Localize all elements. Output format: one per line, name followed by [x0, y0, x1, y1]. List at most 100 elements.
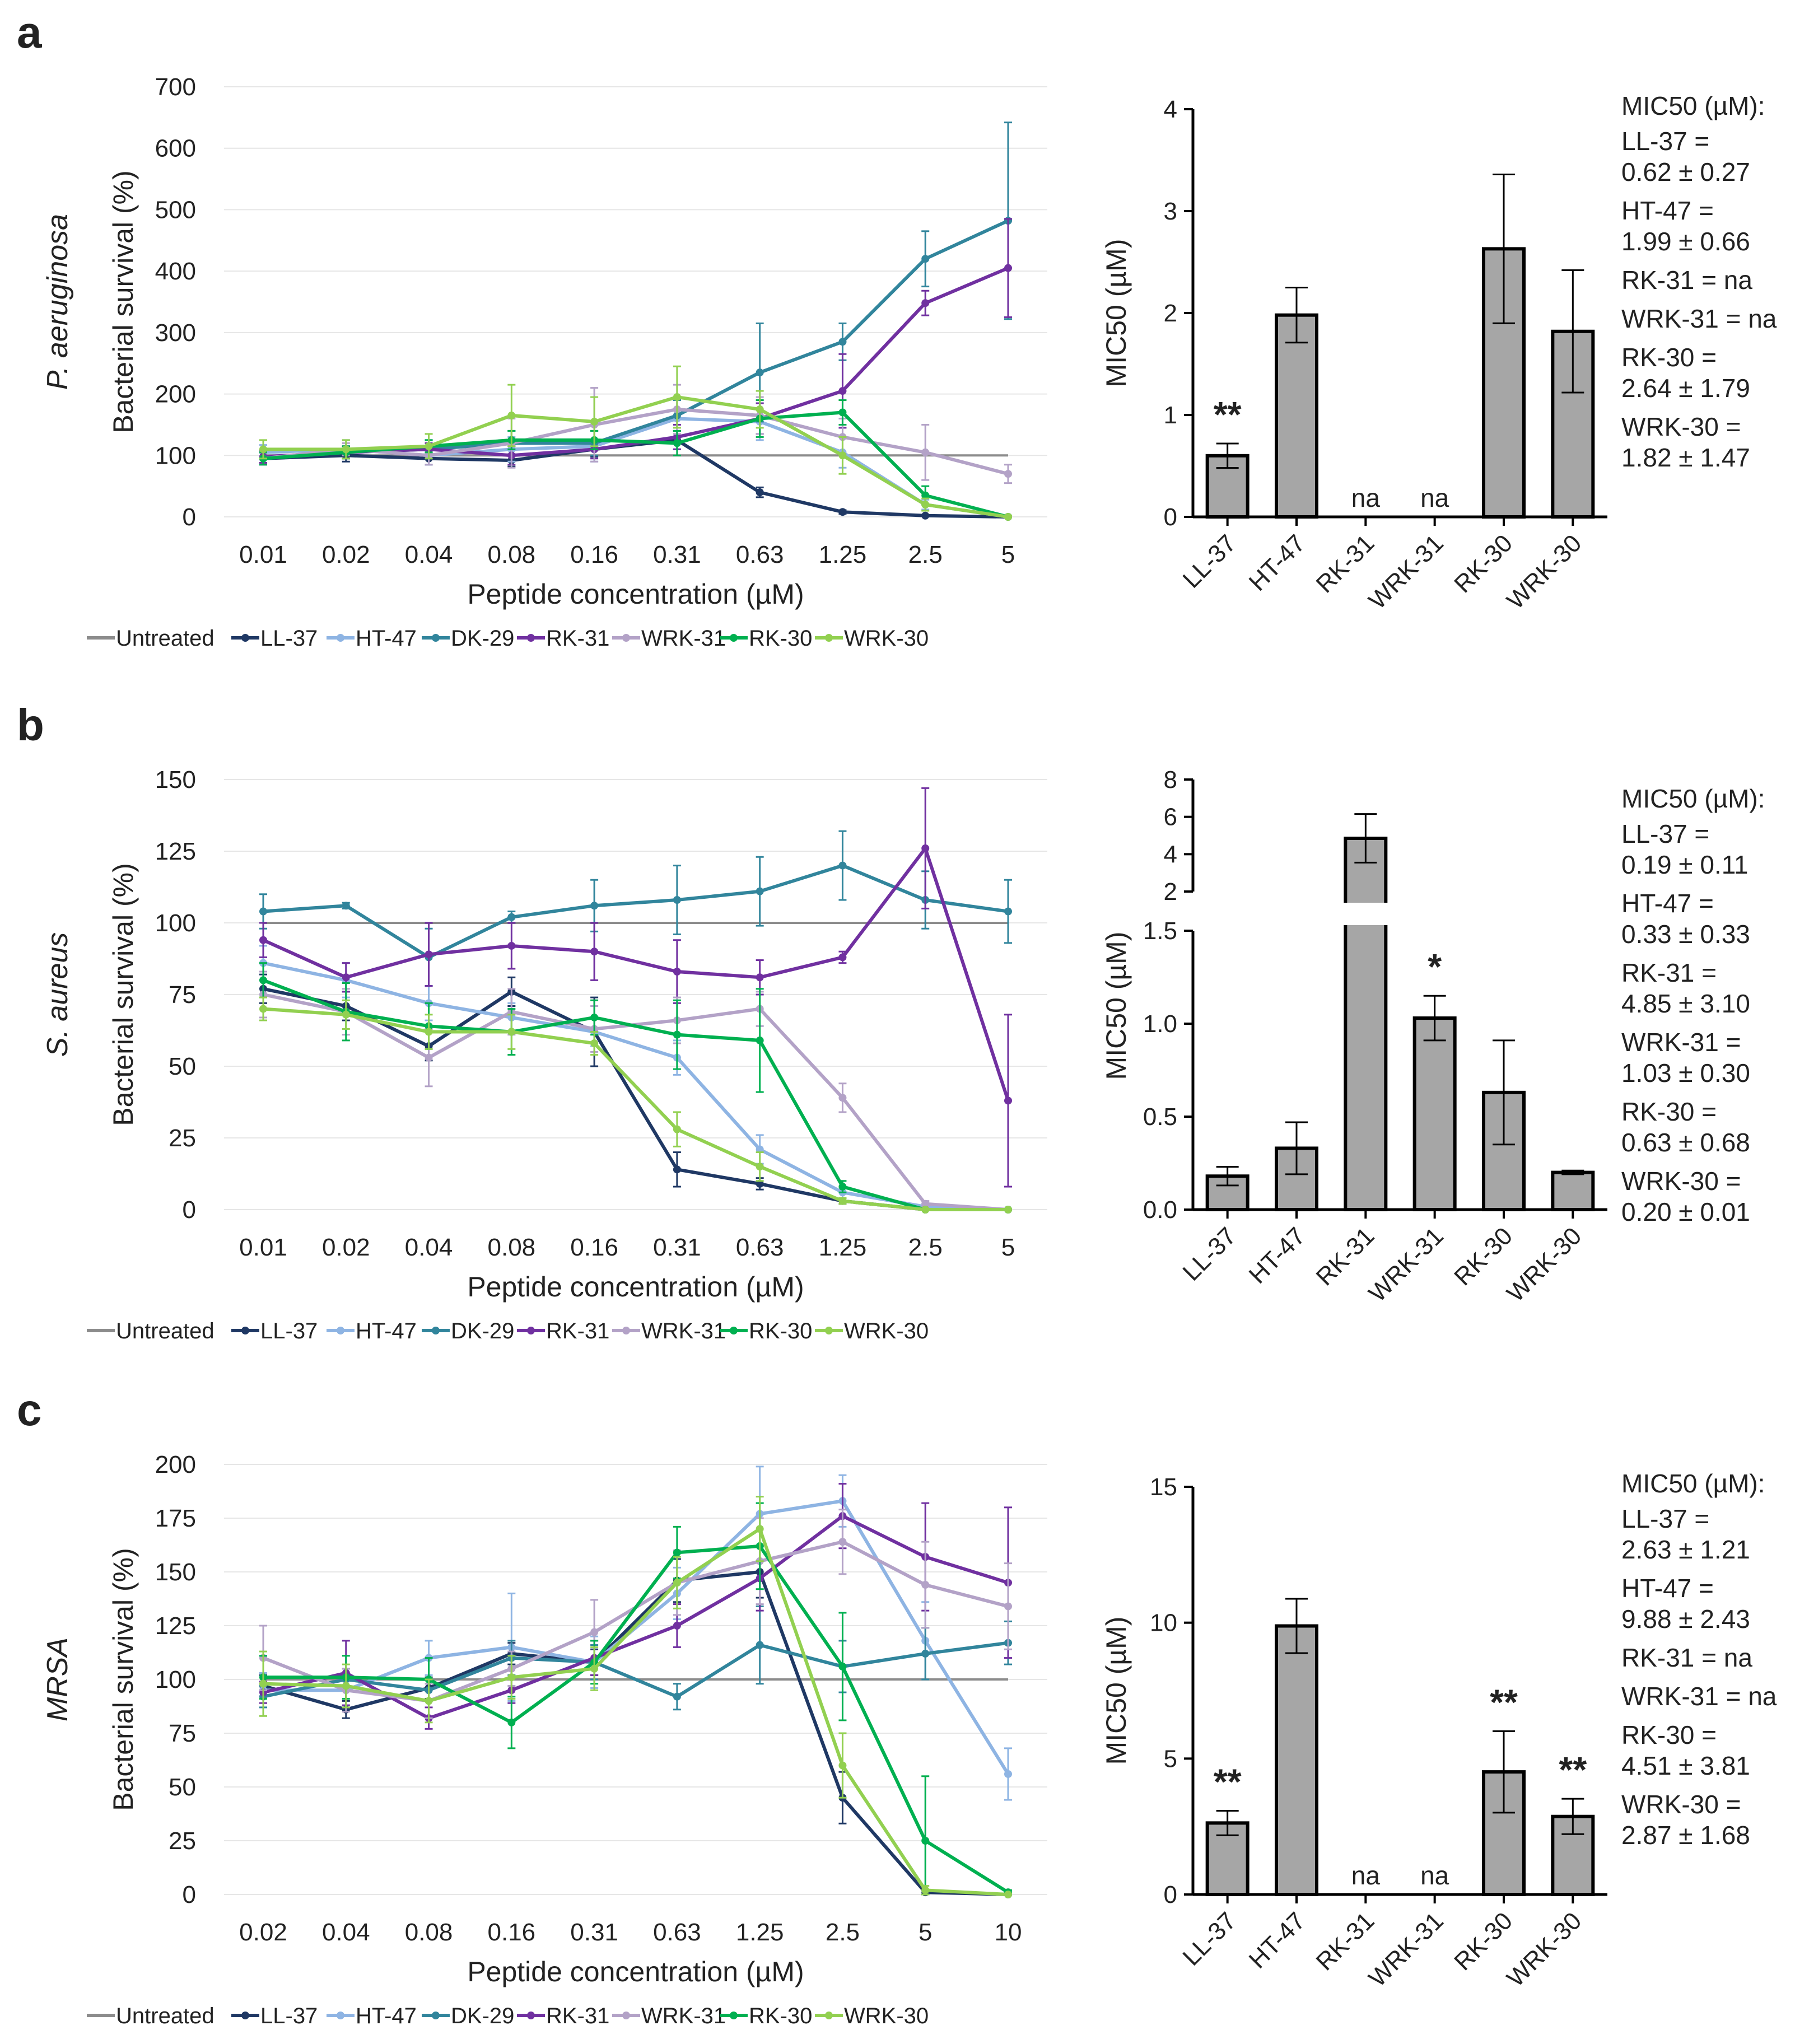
mic50-line: RK-31 = na — [1621, 1643, 1752, 1672]
mic50-line: HT-47 = — [1621, 889, 1714, 918]
y-tick-label: 1 — [1164, 402, 1177, 429]
data-point — [425, 442, 433, 450]
mic50-line: WRK-31 = — [1621, 1028, 1741, 1057]
legend-label: LL-37 — [260, 2004, 318, 2028]
y-tick-label: 0 — [183, 1881, 196, 1908]
bar-category-label: WRK-31 — [1364, 1907, 1449, 1992]
bar-category-label: HT-47 — [1244, 1222, 1311, 1289]
legend-marker — [241, 2012, 249, 2019]
legend-marker — [241, 634, 249, 642]
series-line — [263, 1641, 1009, 1699]
mic50-line: 2.87 ± 1.68 — [1621, 1821, 1750, 1850]
bar — [1551, 1814, 1595, 1897]
data-point — [425, 1697, 433, 1705]
data-point — [921, 501, 930, 509]
y-tick-label: 2 — [1164, 878, 1177, 906]
y-tick-label: 8 — [1164, 766, 1177, 794]
data-point — [838, 1197, 847, 1205]
x-tick-label: 0.01 — [239, 1234, 287, 1261]
y-tick-label: 150 — [155, 766, 196, 794]
data-point — [756, 1641, 764, 1649]
x-axis-label: Peptide concentration (µM) — [467, 1271, 804, 1303]
y-tick-label: 0 — [1164, 1881, 1177, 1908]
legend: Untreated LL-37 HT-47 DK-29 RK-31 WRK-31 RK-30… — [87, 1319, 929, 1343]
legend-marker — [825, 1327, 833, 1334]
significance-star: ** — [1214, 1762, 1242, 1802]
y-tick-label: 25 — [169, 1827, 196, 1855]
series-HT-47 — [259, 945, 1012, 1214]
legend-label: RK-30 — [749, 1319, 812, 1343]
mic50-line: WRK-31 = na — [1621, 1682, 1777, 1711]
data-point — [756, 1525, 764, 1533]
x-tick-label: 2.5 — [908, 1234, 943, 1261]
legend-marker — [337, 2012, 344, 2019]
mic50-bar-chart: 0 5 10 15 MIC50 (µM) ** LL-37 HT-47 na RK-31 na WRK… — [1101, 1473, 1607, 1992]
y-tick-label: 15 — [1150, 1473, 1177, 1501]
y-tick-label: 600 — [155, 135, 196, 162]
data-point — [838, 408, 847, 417]
series-WRK-30 — [259, 1496, 1012, 1898]
y-tick-label: 0 — [183, 1196, 196, 1224]
mic50-line: 0.19 ± 0.11 — [1621, 850, 1748, 879]
mic50-line: RK-30 = — [1621, 1720, 1717, 1749]
series-WRK-30 — [259, 996, 1012, 1214]
data-point — [838, 338, 847, 346]
legend-label: HT-47 — [356, 2004, 417, 2028]
data-point — [1004, 1206, 1012, 1214]
y-tick-label: 1.5 — [1143, 917, 1177, 945]
data-point — [342, 445, 350, 454]
data-point — [756, 973, 764, 982]
panel-label: b — [17, 700, 44, 750]
bar-category-label: HT-47 — [1244, 1907, 1311, 1973]
x-axis-label: Peptide concentration (µM) — [467, 578, 804, 610]
mic50-title: MIC50 (µM): — [1621, 784, 1765, 813]
data-point — [838, 1662, 847, 1670]
organism-label: S. aureus — [41, 932, 74, 1057]
data-point — [590, 1039, 599, 1048]
y-tick-label: 0 — [1164, 503, 1177, 531]
x-tick-label: 1.25 — [819, 1234, 867, 1261]
data-point — [921, 511, 930, 520]
bar — [1205, 1821, 1249, 1897]
legend: Untreated LL-37 HT-47 DK-29 RK-31 WRK-31 RK-30… — [87, 2004, 929, 2028]
data-point — [921, 1206, 930, 1214]
data-point — [342, 1682, 350, 1690]
y-tick-label: 0.0 — [1143, 1196, 1177, 1224]
mic50-line: 1.82 ± 1.47 — [1621, 443, 1750, 472]
bar-category-label: WRK-31 — [1364, 1222, 1449, 1307]
data-point — [1004, 470, 1012, 478]
x-tick-label: 2.5 — [908, 541, 943, 568]
bar-category-label: RK-31 — [1311, 1222, 1380, 1291]
y-tick-label: 100 — [155, 442, 196, 469]
y-tick-label: 700 — [155, 73, 196, 101]
data-point — [921, 1581, 930, 1589]
data-point — [1004, 1770, 1012, 1778]
legend-label: HT-47 — [356, 626, 417, 651]
legend-label: WRK-30 — [844, 2004, 929, 2028]
y-tick-label: 2 — [1164, 300, 1177, 327]
legend-label: WRK-31 — [641, 626, 726, 651]
x-axis-label: Peptide concentration (µM) — [467, 1956, 804, 1987]
bar-category-label: RK-30 — [1449, 1222, 1518, 1291]
legend-label: WRK-30 — [844, 1319, 929, 1343]
organism-label: MRSA — [41, 1637, 74, 1721]
x-tick-label: 0.04 — [322, 1919, 370, 1946]
series-HT-47 — [259, 1466, 1012, 1801]
data-point — [921, 255, 930, 263]
bar — [1344, 837, 1388, 1211]
data-point — [756, 488, 764, 497]
y-tick-label: 3 — [1164, 198, 1177, 225]
bar-y-axis-label: MIC50 (µM) — [1101, 1617, 1132, 1765]
series-RK-30 — [259, 1502, 1012, 1897]
data-point — [921, 491, 930, 500]
bar-category-label: RK-31 — [1311, 1907, 1380, 1976]
y-tick-label: 5 — [1164, 1745, 1177, 1772]
y-tick-label: 200 — [155, 381, 196, 408]
data-point — [342, 1010, 350, 1019]
data-point — [590, 1013, 599, 1021]
data-point — [921, 844, 930, 852]
y-tick-label: 10 — [1150, 1609, 1177, 1637]
y-tick-label: 400 — [155, 258, 196, 285]
bar-category-label: WRK-30 — [1502, 529, 1587, 614]
bar-category-label: LL-37 — [1178, 1907, 1242, 1971]
